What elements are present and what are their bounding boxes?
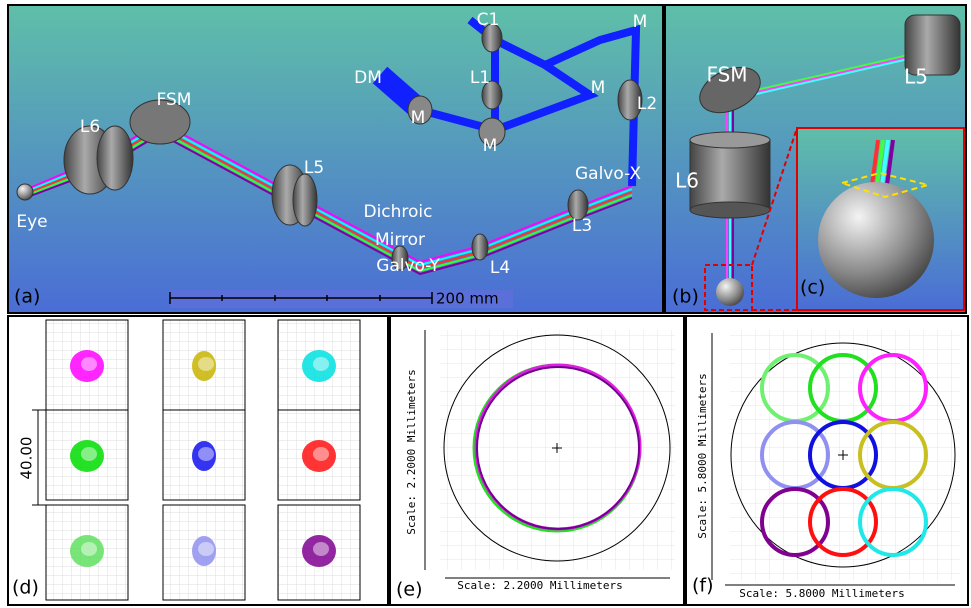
shape [472,234,488,260]
spot-core [313,447,329,461]
scale-label: Scale: 2.2000 Millimeters [457,579,623,592]
shape [690,202,770,218]
shape [716,278,744,306]
scale-label: Scale: 5.8000 Millimeters [739,587,905,600]
spot-core [313,542,329,556]
component-label: M [411,108,426,128]
panel-label: (c) [800,277,825,299]
component-label: Galvo-Y [376,256,440,276]
scale-bar-label: 200 mm [436,290,499,308]
component-label: L3 [572,216,592,236]
panel-label: (e) [396,579,423,601]
shape [293,174,317,226]
component-label: C1 [477,10,500,30]
panel-label: (f) [692,575,714,597]
figure: C1 M DM L1 M L2 M M FSM L6 L5 Galvo-X Di… [0,0,971,608]
spot-core [81,542,97,556]
scale-label: Scale: 2.2000 Millimeters [405,369,418,535]
component-label: L6 [80,117,100,137]
group [46,320,360,600]
component-label: FSM [157,90,192,110]
component-label: M [633,12,648,32]
spot-core [313,357,329,371]
shape [97,126,133,190]
spot-core [81,447,97,461]
shape [690,140,770,210]
component-label: L6 [675,169,699,193]
component-label: Mirror [375,230,425,250]
shape [17,184,33,200]
component-label: L5 [304,158,324,178]
component-label: DM [354,68,382,88]
panel-label: (a) [14,286,40,308]
shape [818,182,934,298]
component-label: Dichroic [363,202,432,222]
scale-label: Scale: 5.8000 Millimeters [696,373,709,539]
component-label: L5 [904,65,928,89]
component-label: Galvo-X [575,164,641,184]
component-label: L4 [490,258,510,278]
spot-core [198,447,214,461]
spot-core [198,542,214,556]
component-label: FSM [706,63,747,87]
component-label: L1 [470,68,490,88]
component-label: L2 [637,94,657,114]
scale-label: 40.00 [18,437,36,480]
component-label: Eye [16,212,47,232]
shape [690,132,770,148]
spot-core [198,357,214,371]
component-label: M [483,136,498,156]
component-label: M [591,78,606,98]
spot-core [81,357,97,371]
panel-label: (b) [672,286,699,308]
panel-label: (d) [12,577,39,599]
